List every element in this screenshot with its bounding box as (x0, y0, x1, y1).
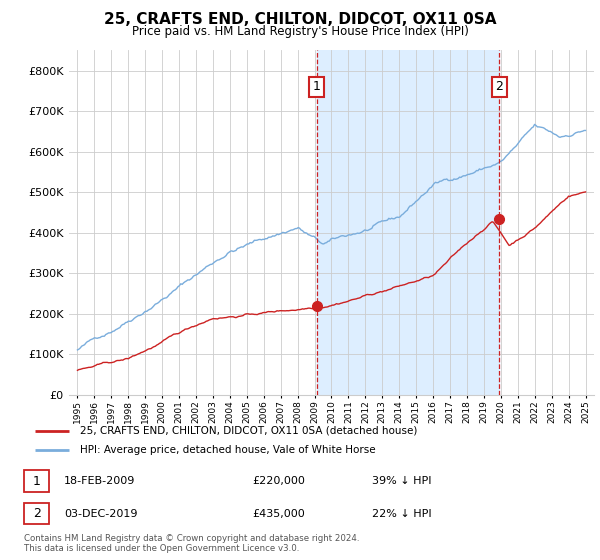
Text: 39% ↓ HPI: 39% ↓ HPI (372, 476, 431, 486)
Text: HPI: Average price, detached house, Vale of White Horse: HPI: Average price, detached house, Vale… (80, 445, 376, 455)
Text: 25, CRAFTS END, CHILTON, DIDCOT, OX11 0SA (detached house): 25, CRAFTS END, CHILTON, DIDCOT, OX11 0S… (80, 426, 417, 436)
Text: Contains HM Land Registry data © Crown copyright and database right 2024.
This d: Contains HM Land Registry data © Crown c… (24, 534, 359, 553)
Text: £220,000: £220,000 (252, 476, 305, 486)
Bar (317, 50, 499, 395)
Text: 1: 1 (32, 474, 41, 488)
Text: 18-FEB-2009: 18-FEB-2009 (64, 476, 136, 486)
Text: 2: 2 (496, 81, 503, 94)
Text: 1: 1 (313, 81, 321, 94)
Text: £435,000: £435,000 (252, 508, 305, 519)
Text: 25, CRAFTS END, CHILTON, DIDCOT, OX11 0SA: 25, CRAFTS END, CHILTON, DIDCOT, OX11 0S… (104, 12, 496, 27)
Text: 2: 2 (32, 507, 41, 520)
Text: 03-DEC-2019: 03-DEC-2019 (64, 508, 138, 519)
Text: Price paid vs. HM Land Registry's House Price Index (HPI): Price paid vs. HM Land Registry's House … (131, 25, 469, 38)
Text: 22% ↓ HPI: 22% ↓ HPI (372, 508, 431, 519)
